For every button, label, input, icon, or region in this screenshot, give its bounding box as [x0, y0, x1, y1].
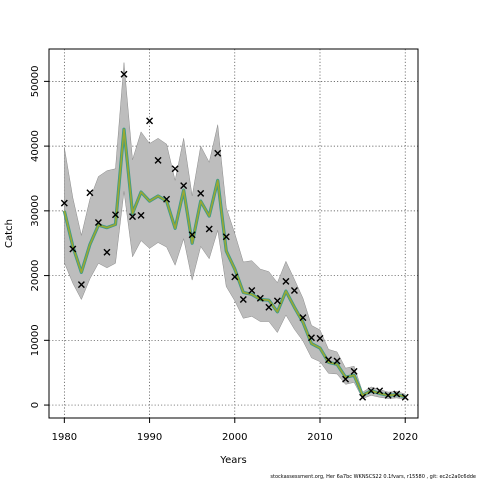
observed-point: [393, 390, 401, 398]
observed-point: [299, 314, 307, 322]
observed-point: [103, 248, 111, 256]
observed-point: [376, 387, 384, 395]
observed-point: [367, 387, 375, 395]
observed-point: [163, 195, 171, 203]
confidence-band: [64, 62, 406, 400]
x-tick-label: 2020: [392, 432, 417, 443]
x-axis: 1980 1990 2000 2010 2020: [52, 418, 418, 443]
observed-point: [154, 156, 162, 164]
observed-point: [77, 281, 85, 289]
observed-point: [146, 117, 154, 125]
observed-point: [290, 286, 298, 294]
y-axis-title: Catch: [4, 219, 15, 248]
observed-point: [273, 297, 281, 305]
confidence-band-area: [64, 62, 406, 400]
y-tick-label: 0: [30, 402, 41, 408]
observed-point: [384, 391, 392, 399]
observed-point: [265, 303, 273, 311]
observed-point: [231, 273, 239, 281]
observed-point: [350, 367, 358, 375]
observed-point: [359, 393, 367, 401]
observed-point: [316, 334, 324, 342]
x-tick-label: 1990: [137, 432, 162, 443]
observed-point: [111, 211, 119, 219]
observed-point: [171, 165, 179, 173]
y-tick-label: 30000: [30, 195, 41, 227]
observed-point: [197, 189, 205, 197]
observed-point: [307, 334, 315, 342]
x-axis-title: Years: [219, 455, 246, 466]
observed-point: [256, 294, 264, 302]
observed-point: [325, 356, 333, 364]
observed-point: [248, 286, 256, 294]
x-tick-label: 1980: [52, 432, 77, 443]
observed-point: [333, 357, 341, 365]
x-tick-label: 2000: [222, 432, 247, 443]
observed-point: [69, 245, 77, 253]
observed-point: [86, 189, 94, 197]
y-tick-label: 50000: [30, 65, 41, 97]
observed-point: [222, 233, 230, 241]
plot-frame: [48, 48, 419, 419]
y-tick-label: 20000: [30, 260, 41, 292]
y-tick-label: 10000: [30, 324, 41, 356]
observed-point: [188, 231, 196, 239]
observed-point: [60, 199, 68, 207]
observed-point: [239, 296, 247, 304]
observed-point: [282, 277, 290, 285]
observed-point: [401, 393, 409, 401]
observed-point: [342, 375, 350, 383]
observed-point: [205, 225, 213, 233]
footer-credit: stockassessment.org, Her 6a7bc WKNSCS22 …: [270, 474, 476, 480]
observed-point: [94, 219, 102, 226]
observed-catch-series: [60, 70, 409, 401]
observed-point: [120, 70, 128, 78]
observed-point: [180, 182, 188, 190]
y-tick-label: 40000: [30, 130, 41, 162]
observed-point: [129, 213, 137, 221]
observed-point: [214, 149, 222, 157]
observed-point: [137, 211, 145, 219]
y-axis: 0 10000 20000 30000 40000 50000: [30, 65, 49, 408]
x-tick-label: 2010: [307, 432, 332, 443]
